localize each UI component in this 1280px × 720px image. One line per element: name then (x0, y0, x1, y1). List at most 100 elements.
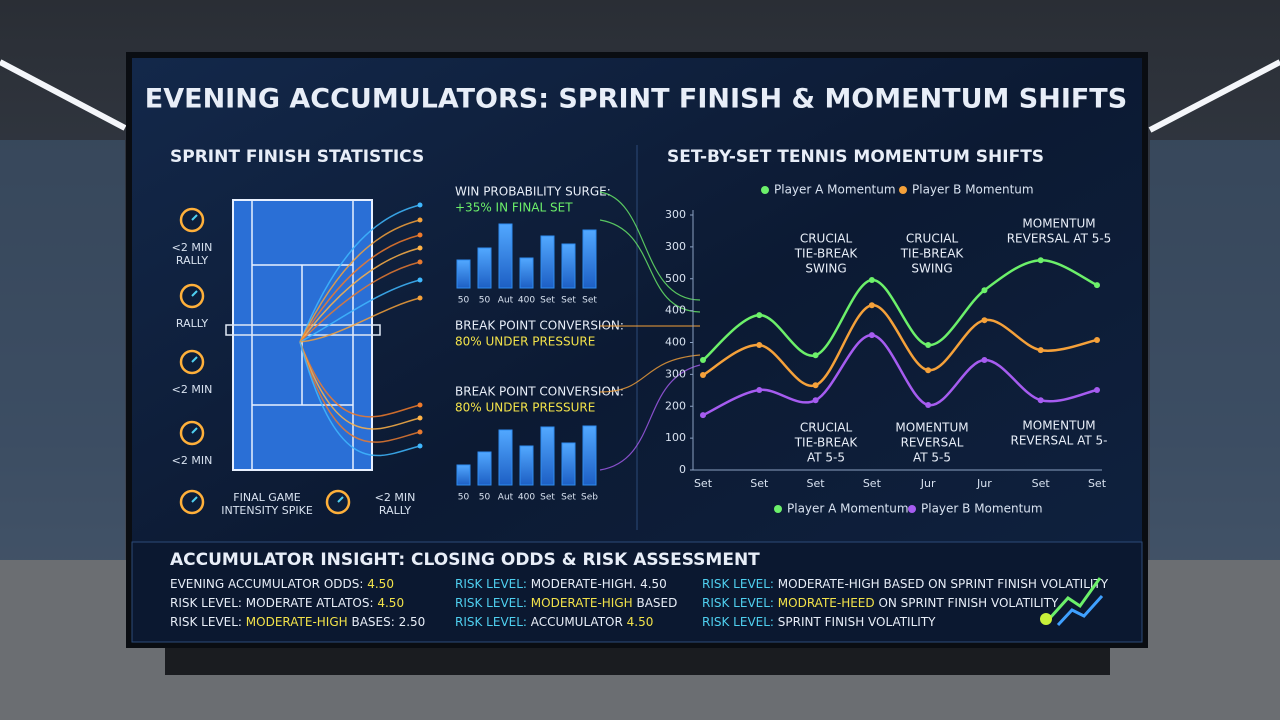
bar-label: Seb (581, 493, 598, 503)
y-tick-label: 400 (665, 304, 686, 317)
trail (299, 279, 421, 343)
heading: SET-BY-SET TENNIS MOMENTUM SHIFTS (667, 147, 1044, 167)
bar (456, 464, 471, 486)
insight-row: EVENING ACCUMULATOR ODDS: 4.50 (170, 577, 394, 591)
trail (299, 219, 421, 343)
point (700, 357, 706, 364)
trail (299, 204, 421, 343)
insight-row: RISK LEVEL: MODERATE-HIGH BASED (455, 596, 677, 610)
y-tick-label: 100 (665, 431, 686, 444)
point (1094, 386, 1100, 393)
stopwatch-hand (337, 496, 344, 503)
point (1094, 282, 1100, 289)
legend-label: Player B Momentum (921, 502, 1043, 516)
annotation: CRUCIAL (906, 232, 959, 246)
insight-text: RISK LEVEL: (702, 615, 778, 629)
trail (299, 297, 421, 343)
bar-label: Set (561, 296, 576, 306)
icon-label: RALLY (176, 317, 209, 330)
point (756, 386, 763, 393)
icon-label: <2 MIN (172, 383, 213, 396)
bar (498, 429, 513, 486)
legend-swatch (908, 505, 916, 513)
insight-text: RISK LEVEL: MODERATE ATLATOS: (170, 596, 377, 610)
point (756, 312, 763, 319)
stopwatch-hand (191, 356, 198, 363)
x-tick-label: Set (863, 477, 882, 490)
annotation: TIE-BREAK (900, 247, 965, 261)
x-tick-label: Jur (920, 477, 936, 490)
annotation: AT 5-5 (913, 451, 951, 465)
point (1037, 257, 1044, 264)
y-tick-label: 300 (665, 208, 686, 221)
y-tick-label: 0 (679, 463, 686, 476)
annotation: AT 5-5 (807, 451, 845, 465)
y-tick-label: 200 (665, 399, 686, 412)
trail-end (417, 443, 423, 449)
point (1037, 397, 1044, 404)
insight-text: ACCUMULATOR (531, 615, 627, 629)
trail (299, 341, 421, 430)
window-right (1150, 140, 1280, 560)
note: 80% UNDER PRESSURE (455, 335, 595, 349)
bar (477, 247, 492, 289)
insight-text: MODRATE-HEED (778, 596, 875, 610)
annotation: TIE-BREAK (794, 436, 859, 450)
trend-icon (1048, 577, 1102, 620)
insight-text: SPRINT FINISH VOLATILITY (778, 615, 936, 629)
trend-icon (1056, 594, 1104, 627)
annotation: REVERSAL (901, 436, 964, 450)
annotation: MOMENTUM (1022, 419, 1095, 433)
legend-label: Player A Momentum (774, 183, 896, 197)
icon-label: RALLY (176, 254, 209, 267)
bar (477, 451, 492, 486)
insight-text: 4.50 (377, 596, 404, 610)
trail-end (417, 232, 423, 238)
insight-text: 4.50 (627, 615, 654, 629)
trail-end (417, 277, 423, 283)
y-tick-label: 300 (665, 240, 686, 253)
x-tick-label: Set (694, 477, 713, 490)
trail-end (417, 259, 423, 265)
point (868, 302, 875, 309)
insight-text: RISK LEVEL: (702, 596, 778, 610)
insight-text: RISK LEVEL: (455, 596, 531, 610)
ceiling-light (0, 59, 127, 131)
trail-end (417, 295, 423, 301)
annotation: REVERSAL AT 5- (1011, 434, 1108, 448)
point (925, 342, 932, 349)
heading: SPRINT FINISH STATISTICS (170, 147, 424, 167)
y-tick-label: 500 (665, 272, 686, 285)
ceiling-light (1148, 59, 1280, 133)
point (812, 397, 819, 404)
bar (582, 425, 597, 486)
note: BREAK POINT CONVERSION: (455, 319, 624, 333)
bar-label: Aut (498, 493, 514, 503)
annotation: MOMENTUM (1022, 217, 1095, 231)
icon-label: <2 MIN (172, 454, 213, 467)
point (812, 382, 819, 389)
insight-text: BASES: 2.50 (348, 615, 426, 629)
stopwatch-hand (191, 214, 198, 221)
bar (498, 223, 513, 289)
icon-label: FINAL GAME (233, 491, 300, 504)
x-tick-label: Set (1088, 477, 1107, 490)
x-tick-label: Jur (976, 477, 992, 490)
window-left (0, 140, 125, 560)
insight-row: RISK LEVEL: MODRATE-HEED ON SPRINT FINIS… (702, 596, 1059, 610)
icon-label: RALLY (379, 504, 412, 517)
point (868, 277, 875, 284)
trail (299, 341, 421, 418)
note: 80% UNDER PRESSURE (455, 401, 595, 415)
title: EVENING ACCUMULATORS: SPRINT FINISH & MO… (145, 84, 1127, 115)
trail (299, 341, 421, 457)
note: BREAK POINT CONVERSION: (455, 385, 624, 399)
insight-text: EVENING ACCUMULATOR ODDS: (170, 577, 367, 591)
y-tick-label: 400 (665, 336, 686, 349)
point (981, 287, 988, 294)
insight-row: RISK LEVEL: MODERATE ATLATOS: 4.50 (170, 596, 404, 610)
bar (582, 229, 597, 289)
trail (299, 341, 421, 443)
